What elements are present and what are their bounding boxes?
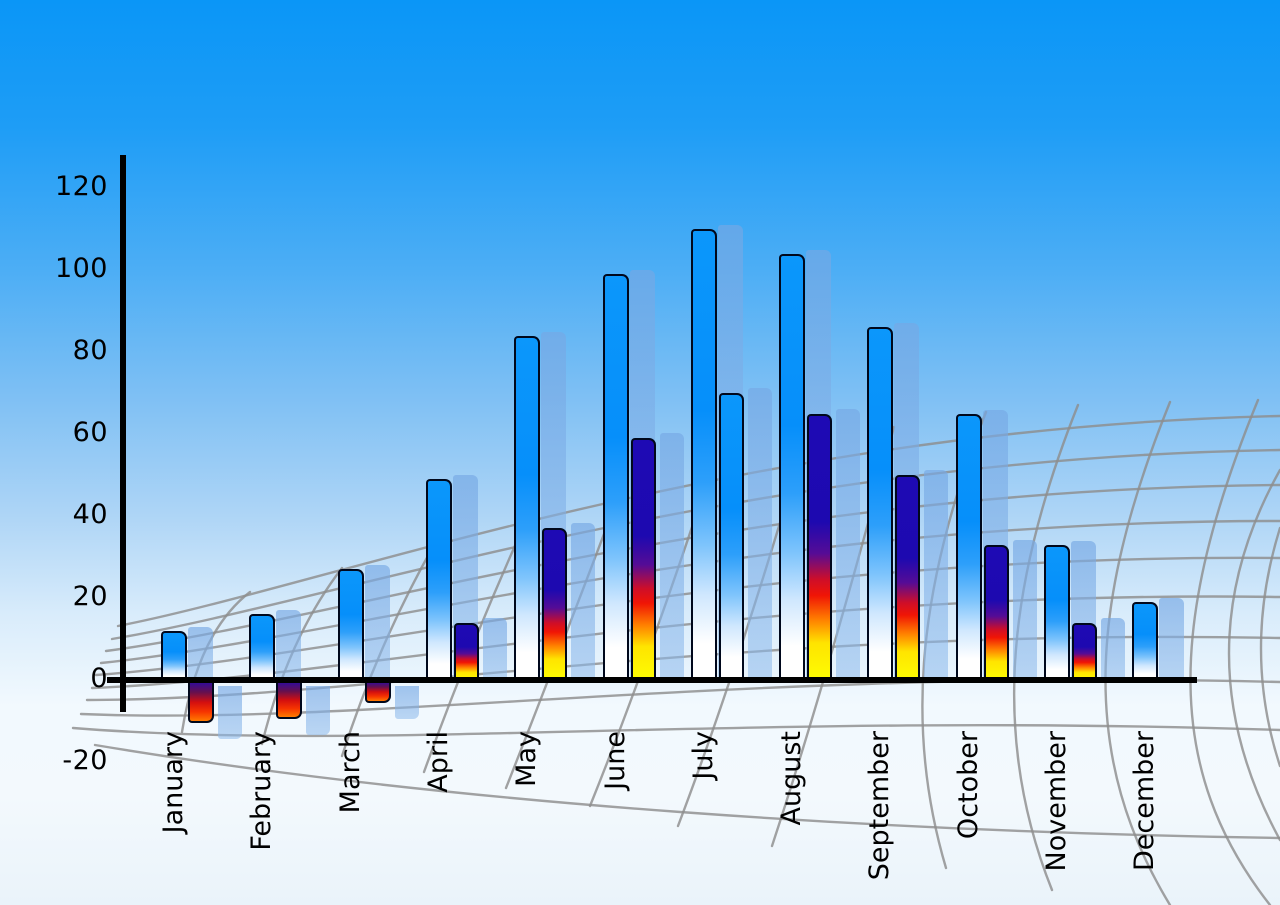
bar-october-second <box>983 544 1009 680</box>
echo-december-blue <box>1159 598 1185 680</box>
bar-august-blue <box>779 253 806 680</box>
bar-april-second <box>453 622 479 680</box>
echo-april-second <box>482 617 507 680</box>
bar-may-blue <box>514 335 541 680</box>
echo-june-second <box>659 433 684 680</box>
echo-july-second <box>747 388 772 680</box>
bar-november-second <box>1072 622 1097 680</box>
bar-march-blue <box>337 569 364 680</box>
y-tick-100: 100 <box>54 253 108 284</box>
echo-january-second <box>218 686 242 739</box>
echo-march-second <box>394 686 419 719</box>
x-axis-line <box>107 677 1197 683</box>
y-tick-120: 120 <box>54 171 108 202</box>
y-tick-80: 80 <box>72 335 108 366</box>
echo-march-blue <box>364 565 390 680</box>
x-label-august: August <box>776 731 808 826</box>
bar-february-blue <box>249 614 276 680</box>
bar-may-second <box>542 528 568 680</box>
x-label-may: May <box>511 731 543 787</box>
y-tick-40: 40 <box>72 499 108 530</box>
x-label-february: February <box>246 731 278 851</box>
bar-january-blue <box>161 630 187 680</box>
bar-september-second <box>895 475 921 680</box>
echo-october-second <box>1012 539 1037 680</box>
bar-april-blue <box>425 479 452 680</box>
echo-february-second <box>306 686 331 735</box>
echo-may-second <box>571 523 596 680</box>
y-tick--20: -20 <box>62 745 108 776</box>
echo-february-blue <box>276 610 302 680</box>
x-label-june: June <box>599 731 631 790</box>
x-label-december: December <box>1129 731 1161 872</box>
bar-march-second <box>364 682 391 703</box>
x-label-july: July <box>687 731 719 780</box>
bar-august-second <box>807 413 833 680</box>
x-label-october: October <box>952 731 984 840</box>
bar-september-blue <box>867 327 894 680</box>
x-label-april: April <box>422 731 454 793</box>
bar-june-second <box>630 438 656 680</box>
y-tick-60: 60 <box>72 417 108 448</box>
bar-february-second <box>276 682 303 719</box>
echo-november-second <box>1101 617 1125 680</box>
y-tick-20: 20 <box>72 581 108 612</box>
bar-november-blue <box>1044 544 1070 680</box>
y-axis-line <box>120 155 126 712</box>
y-tick-0: 0 <box>90 663 108 694</box>
bar-december-blue <box>1132 602 1159 680</box>
x-label-november: November <box>1041 731 1072 872</box>
x-label-september: September <box>864 731 896 881</box>
bar-january-second <box>188 682 214 723</box>
x-label-march: March <box>334 731 366 814</box>
bar-october-blue <box>955 413 982 680</box>
echo-september-second <box>924 470 949 680</box>
echo-august-second <box>836 408 861 680</box>
bar-july-second <box>718 393 744 680</box>
bar-july-blue <box>690 229 717 680</box>
echo-january-blue <box>188 626 213 680</box>
bar-june-blue <box>602 274 629 680</box>
x-label-january: January <box>158 731 189 834</box>
